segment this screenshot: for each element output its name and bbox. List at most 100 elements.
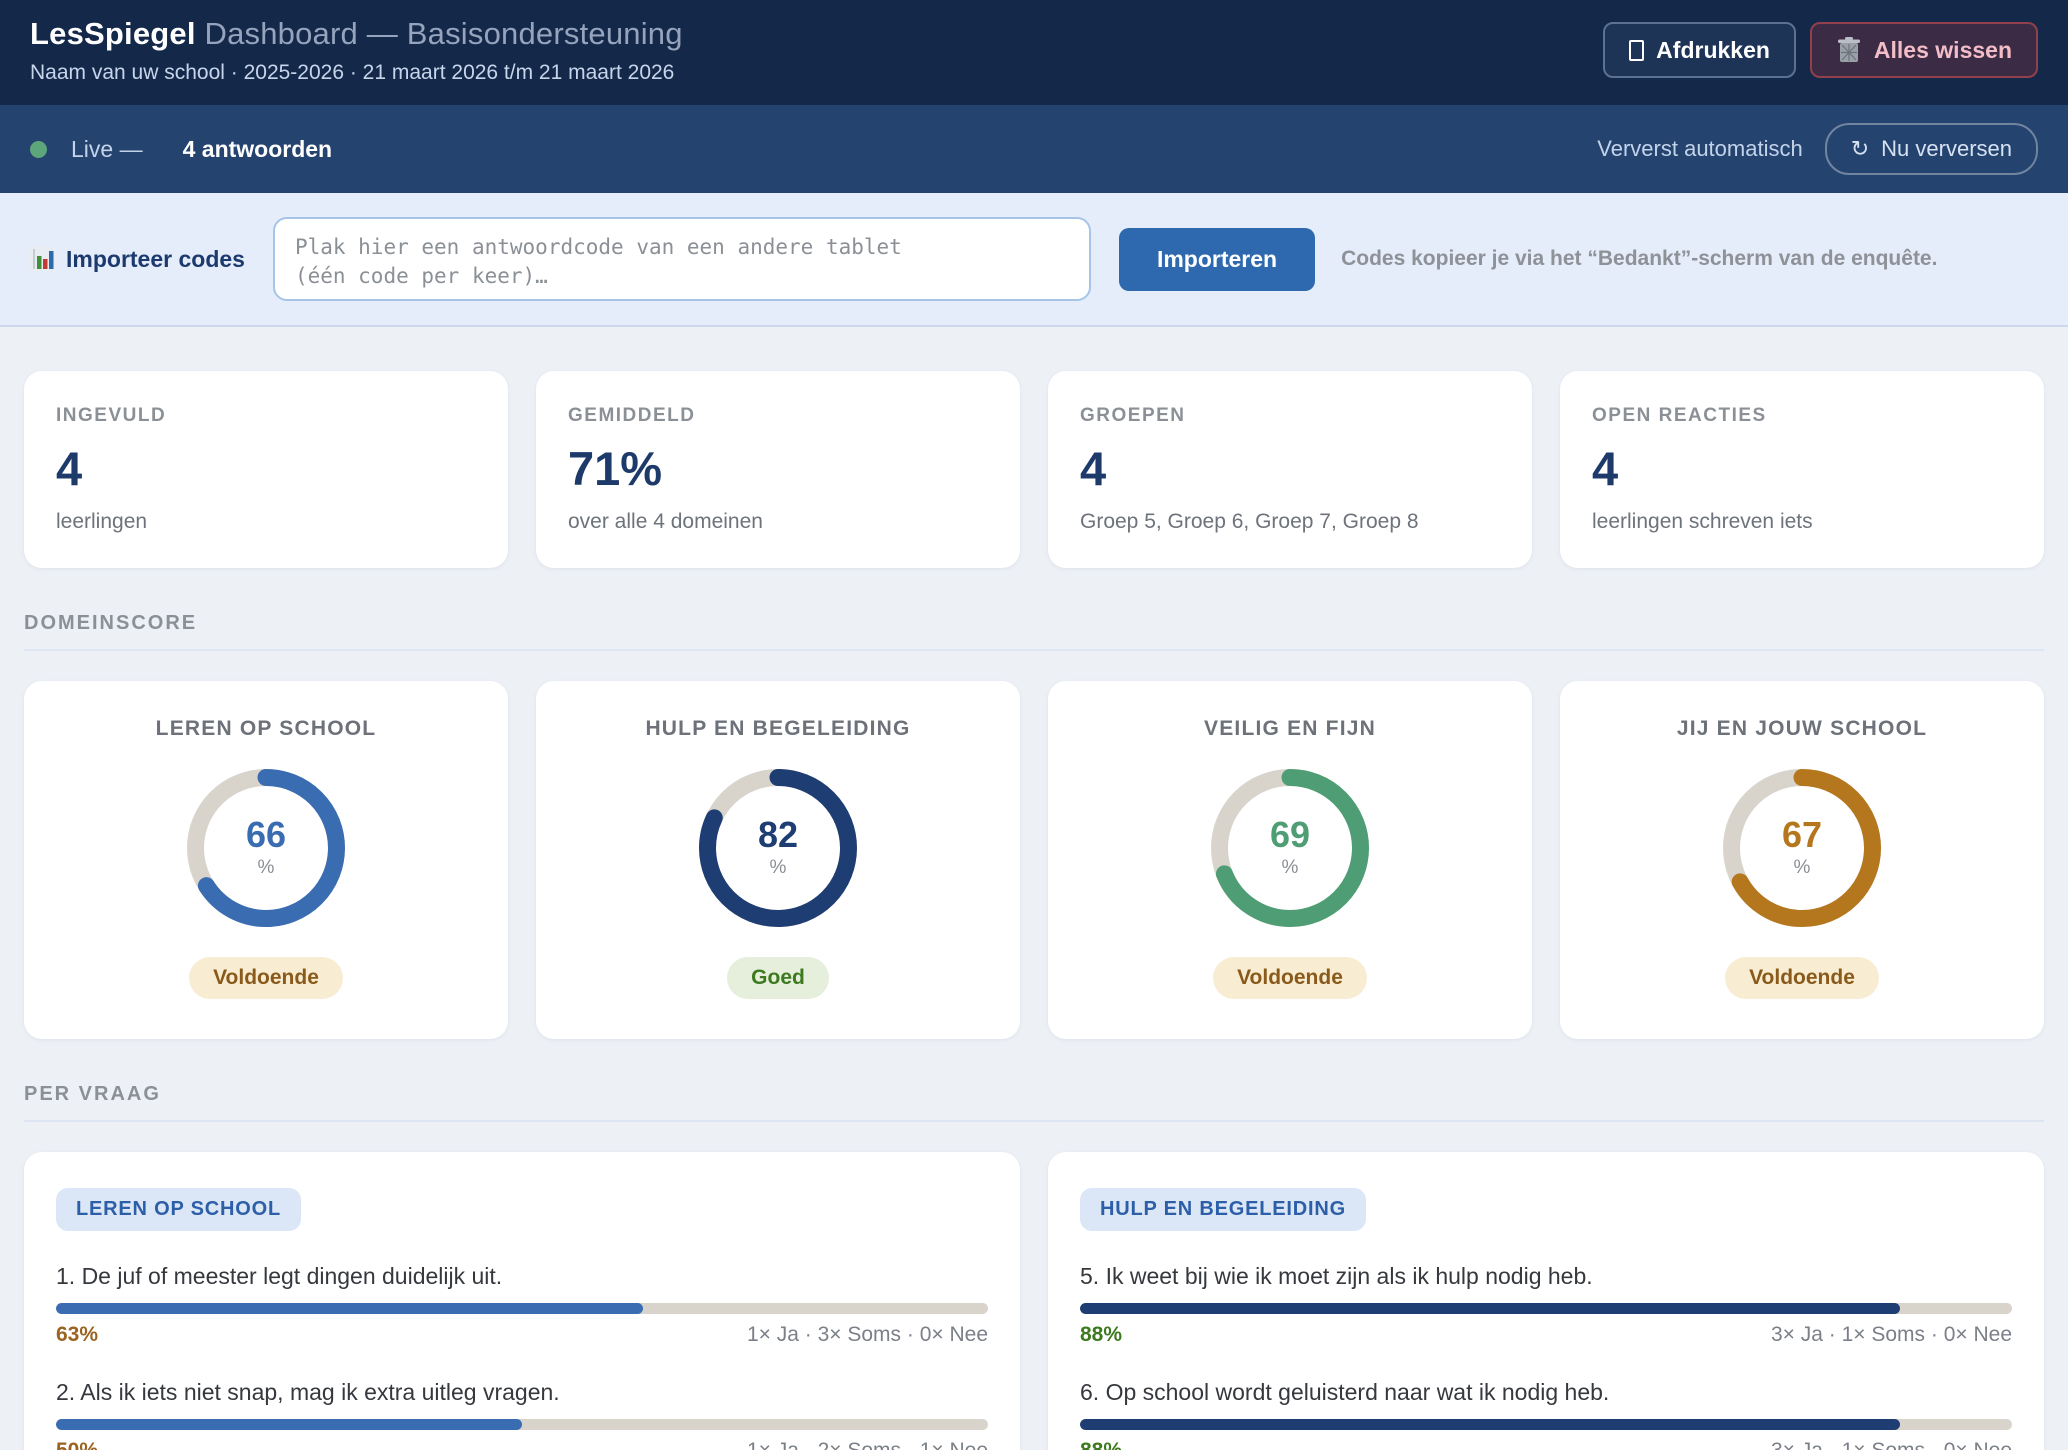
question-meta: 50% 1× Ja · 2× Soms · 1× Nee: [56, 1439, 988, 1450]
stat-card-groepen: GROEPEN 4 Groep 5, Groep 6, Groep 7, Gro…: [1048, 371, 1532, 568]
question-progress-fill: [56, 1419, 522, 1430]
domain-score-row: LEREN OP SCHOOL 66 % Voldoende HULP EN B…: [24, 681, 2044, 1039]
domain-card-hulp-en-begeleiding: HULP EN BEGELEIDING 82 % Goed: [536, 681, 1020, 1039]
app-header: LesSpiegel Dashboard — Basisondersteunin…: [0, 0, 2068, 105]
printer-icon: [1629, 39, 1645, 61]
refresh-icon: ↻: [1850, 136, 1870, 161]
domain-score-value: 66: [245, 814, 287, 855]
live-indicator-dot: [30, 140, 47, 158]
import-hint: Codes kopieer je via het “Bedankt”-scher…: [1341, 247, 1938, 270]
donut-center: 69 %: [1211, 769, 1369, 927]
domain-score-unit: %: [769, 857, 787, 878]
question-text: 1. De juf of meester legt dingen duideli…: [56, 1263, 503, 1289]
question-progress-track: [56, 1303, 988, 1314]
question-group-badge: HULP EN BEGELEIDING: [1080, 1188, 1366, 1231]
question-answer-counts: 3× Ja · 1× Soms · 0× Nee: [1770, 1323, 2012, 1346]
question-answer-counts: 1× Ja · 3× Soms · 0× Nee: [746, 1323, 988, 1346]
trash-icon: [1837, 37, 1860, 62]
domain-title: LEREN OP SCHOOL: [155, 717, 377, 740]
clear-all-button-label: Alles wissen: [1873, 36, 2012, 63]
refresh-now-button[interactable]: ↻ Nu verversen: [1824, 123, 2038, 175]
stat-label: GEMIDDELD: [568, 405, 696, 426]
header-titles: LesSpiegel Dashboard — Basisondersteunin…: [30, 16, 683, 85]
question-progress-track: [56, 1419, 988, 1430]
bar-chart-icon: [30, 247, 56, 271]
domain-score-unit: %: [257, 857, 275, 878]
question-text: 5. Ik weet bij wie ik moet zijn als ik h…: [1080, 1263, 1593, 1289]
import-codes-label: Importeer codes: [30, 246, 245, 273]
question-progress-track: [1080, 1303, 2012, 1314]
question-text: 6. Op school wordt geluisterd naar wat i…: [1080, 1379, 1610, 1405]
question-progress-fill: [1080, 1419, 1901, 1430]
refresh-now-label: Nu verversen: [1881, 136, 2012, 161]
live-status-left: Live — 4 antwoorden: [30, 136, 332, 163]
clear-all-button[interactable]: Alles wissen: [1809, 22, 2038, 78]
question-text: 2. Als ik iets niet snap, mag ik extra u…: [56, 1379, 560, 1405]
question-group-badge: LEREN OP SCHOOL: [56, 1188, 301, 1231]
donut-center: 67 %: [1723, 769, 1881, 927]
domain-card-leren-op-school: LEREN OP SCHOOL 66 % Voldoende: [24, 681, 508, 1039]
live-status-bar: Live — 4 antwoorden Ververst automatisch…: [0, 105, 2068, 193]
domain-score-value: 67: [1781, 814, 1823, 855]
question-progress-fill: [56, 1303, 644, 1314]
question-percentage: 63%: [56, 1323, 99, 1346]
header-actions: Afdrukken Alles wissen: [1603, 22, 2038, 78]
stat-value: 4: [56, 442, 83, 495]
domain-donut-chart: 66 %: [187, 769, 345, 927]
page-subtitle: Naam van uw school · 2025-2026 · 21 maar…: [30, 61, 675, 84]
stat-caption: leerlingen: [56, 510, 148, 533]
print-button[interactable]: Afdrukken: [1603, 22, 1796, 78]
domain-donut-chart: 69 %: [1211, 769, 1369, 927]
stat-label: GROEPEN: [1080, 405, 1186, 426]
stat-value: 71%: [568, 442, 663, 495]
live-label: Live —: [71, 135, 143, 162]
auto-refresh-label: Ververst automatisch: [1597, 136, 1803, 161]
question-card-hulp-en-begeleiding: HULP EN BEGELEIDING 5. Ik weet bij wie i…: [1048, 1152, 2044, 1450]
domain-donut-chart: 82 %: [699, 769, 857, 927]
stat-label: OPEN REACTIES: [1592, 405, 1767, 426]
question-percentage: 50%: [56, 1439, 98, 1450]
donut-center: 66 %: [187, 769, 345, 927]
brand-name: LesSpiegel: [30, 16, 196, 51]
question-progress-track: [1080, 1419, 2012, 1430]
print-button-label: Afdrukken: [1656, 36, 1770, 63]
donut-center: 82 %: [699, 769, 857, 927]
stat-label: INGEVULD: [56, 405, 167, 426]
stats-row: INGEVULD 4 leerlingen GEMIDDELD 71% over…: [24, 371, 2044, 568]
question-meta: 88% 3× Ja · 1× Soms · 0× Nee: [1080, 1439, 2012, 1450]
import-code-input[interactable]: [272, 217, 1091, 301]
domain-donut-chart: 67 %: [1723, 769, 1881, 927]
domain-rating-badge: Voldoende: [1213, 957, 1367, 999]
domain-score-value: 69: [1269, 814, 1311, 855]
question-percentage: 88%: [1080, 1323, 1123, 1346]
section-title-per-vraag: PER VRAAG: [24, 1083, 2044, 1122]
stat-card-ingevuld: INGEVULD 4 leerlingen: [24, 371, 508, 568]
question-answer-counts: 1× Ja · 2× Soms · 1× Nee: [747, 1439, 988, 1450]
question-row: 6. Op school wordt geluisterd naar wat i…: [1080, 1379, 2012, 1450]
question-row: 5. Ik weet bij wie ik moet zijn als ik h…: [1080, 1263, 2012, 1347]
stat-caption: Groep 5, Groep 6, Groep 7, Groep 8: [1080, 510, 1419, 533]
main-content: INGEVULD 4 leerlingen GEMIDDELD 71% over…: [0, 371, 2068, 1450]
stat-value: 4: [1592, 442, 1619, 495]
domain-title: VEILIG EN FIJN: [1204, 717, 1376, 740]
domain-rating-badge: Goed: [727, 957, 829, 999]
question-progress-fill: [1080, 1303, 1901, 1314]
domain-card-jij-en-jouw-school: JIJ EN JOUW SCHOOL 67 % Voldoende: [1560, 681, 2044, 1039]
domain-title: JIJ EN JOUW SCHOOL: [1676, 717, 1928, 740]
per-question-row: LEREN OP SCHOOL 1. De juf of meester leg…: [24, 1152, 2044, 1450]
import-codes-bar: Importeer codes Importeren Codes kopieer…: [0, 193, 2068, 327]
question-percentage: 88%: [1080, 1439, 1122, 1450]
import-button[interactable]: Importeren: [1118, 227, 1316, 291]
stat-caption: over alle 4 domeinen: [568, 510, 763, 533]
section-title-domeinscore: DOMEINSCORE: [24, 612, 2044, 651]
domain-title: HULP EN BEGELEIDING: [645, 717, 911, 740]
question-meta: 88% 3× Ja · 1× Soms · 0× Nee: [1080, 1323, 2012, 1347]
domain-card-veilig-en-fijn: VEILIG EN FIJN 69 % Voldoende: [1048, 681, 1532, 1039]
question-row: 1. De juf of meester legt dingen duideli…: [56, 1263, 988, 1347]
question-meta: 63% 1× Ja · 3× Soms · 0× Nee: [56, 1323, 988, 1347]
domain-rating-badge: Voldoende: [189, 957, 343, 999]
stat-caption: leerlingen schreven iets: [1592, 510, 1813, 533]
domain-rating-badge: Voldoende: [1725, 957, 1879, 999]
page-title-rest: Dashboard — Basisondersteuning: [195, 16, 683, 51]
question-answer-counts: 3× Ja · 1× Soms · 0× Nee: [1771, 1439, 2012, 1450]
